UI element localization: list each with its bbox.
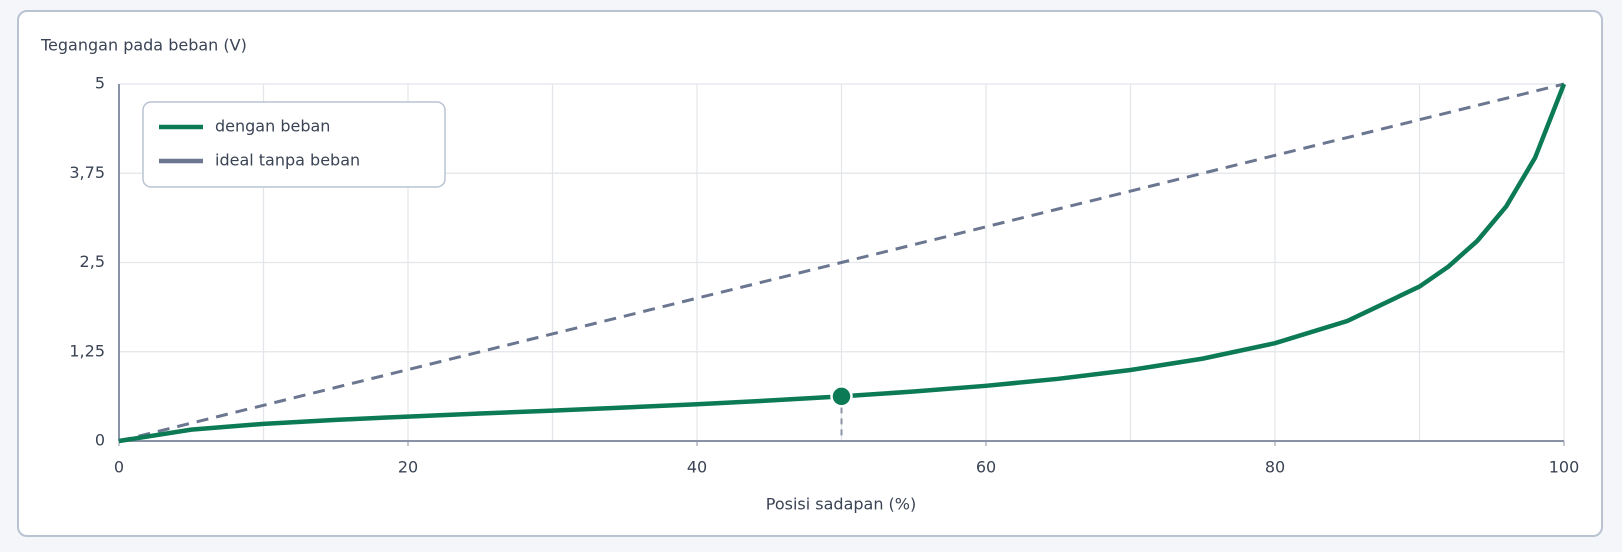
legend-label: dengan beban xyxy=(215,117,330,136)
y-tick-label: 3,75 xyxy=(69,163,105,182)
y-axis-title: Tegangan pada beban (V) xyxy=(40,36,247,55)
series-line xyxy=(118,83,1567,444)
x-tick-label: 0 xyxy=(114,458,124,477)
series-line xyxy=(118,82,1565,443)
marker-point xyxy=(830,385,853,408)
x-tick-label: 40 xyxy=(687,458,707,477)
x-tick-label: 60 xyxy=(976,458,996,477)
x-tick-label: 80 xyxy=(1265,458,1285,477)
legend-label: ideal tanpa beban xyxy=(215,151,360,170)
y-tick-label: 5 xyxy=(95,74,105,93)
y-tick-label: 0 xyxy=(95,431,105,450)
chart-card xyxy=(17,10,1603,537)
x-tick-label: 100 xyxy=(1549,458,1580,477)
x-axis-title: Posisi sadapan (%) xyxy=(766,495,917,514)
legend: dengan beban ideal tanpa beban xyxy=(142,101,446,188)
legend-box xyxy=(142,101,446,188)
y-tick-label: 2,5 xyxy=(80,252,105,271)
x-tick-label: 20 xyxy=(398,458,418,477)
y-tick-label: 1,25 xyxy=(69,341,105,360)
